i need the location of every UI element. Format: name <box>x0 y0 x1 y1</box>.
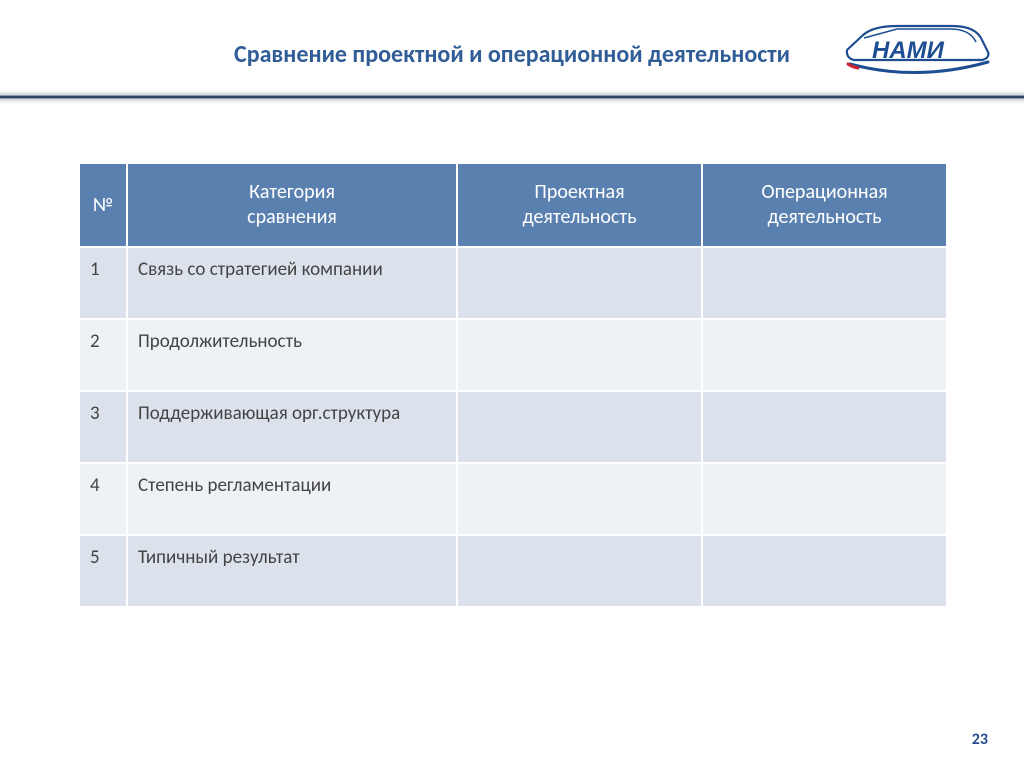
cell-operational <box>702 463 947 535</box>
col-header-project: Проектнаядеятельность <box>457 163 702 247</box>
cell-num: 4 <box>79 463 127 535</box>
header-divider <box>0 90 1024 104</box>
col-header-operational: Операционнаядеятельность <box>702 163 947 247</box>
cell-num: 5 <box>79 535 127 607</box>
logo: НАМИ <box>842 18 992 78</box>
cell-category: Типичный результат <box>127 535 457 607</box>
cell-category: Продолжительность <box>127 319 457 391</box>
cell-operational <box>702 247 947 319</box>
table-row: 4 Степень регламентации <box>79 463 947 535</box>
cell-operational <box>702 391 947 463</box>
cell-project <box>457 391 702 463</box>
cell-category: Связь со стратегией компании <box>127 247 457 319</box>
cell-operational <box>702 535 947 607</box>
cell-num: 3 <box>79 391 127 463</box>
comparison-table: № Категориясравнения Проектнаядеятельнос… <box>78 162 948 608</box>
cell-project <box>457 463 702 535</box>
logo-text: НАМИ <box>872 37 945 64</box>
cell-project <box>457 535 702 607</box>
cell-project <box>457 319 702 391</box>
cell-num: 1 <box>79 247 127 319</box>
col-header-category: Категориясравнения <box>127 163 457 247</box>
table-row: 2 Продолжительность <box>79 319 947 391</box>
slide: Сравнение проектной и операционной деяте… <box>0 0 1024 767</box>
cell-num: 2 <box>79 319 127 391</box>
cell-category: Степень регламентации <box>127 463 457 535</box>
table-row: 5 Типичный результат <box>79 535 947 607</box>
table-header-row: № Категориясравнения Проектнаядеятельнос… <box>79 163 947 247</box>
cell-project <box>457 247 702 319</box>
col-header-number: № <box>79 163 127 247</box>
cell-operational <box>702 319 947 391</box>
table-row: 3 Поддерживающая орг.структура <box>79 391 947 463</box>
comparison-table-container: № Категориясравнения Проектнаядеятельнос… <box>78 162 946 608</box>
table-row: 1 Связь со стратегией компании <box>79 247 947 319</box>
page-number: 23 <box>972 730 988 749</box>
cell-category: Поддерживающая орг.структура <box>127 391 457 463</box>
